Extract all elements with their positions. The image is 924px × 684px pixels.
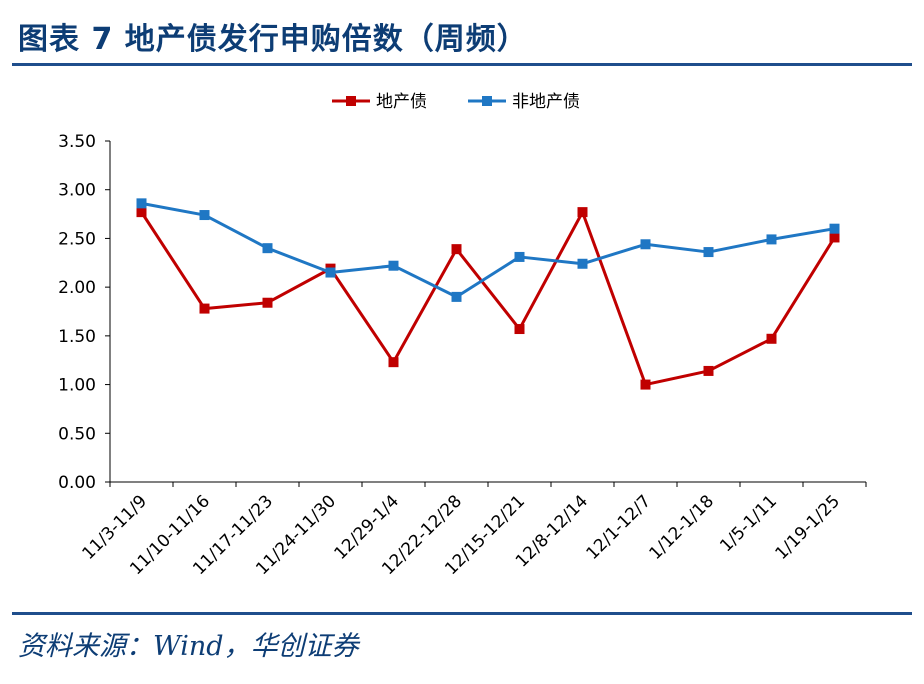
data-point-series-1 bbox=[829, 232, 840, 243]
series-line-1 bbox=[140, 210, 836, 387]
x-tick-label: 1/19-1/25 bbox=[772, 491, 844, 563]
data-point-series-1 bbox=[136, 207, 147, 218]
data-point-series-1 bbox=[199, 303, 210, 314]
data-point-series-2 bbox=[766, 234, 777, 245]
data-point-series-1 bbox=[451, 244, 462, 255]
y-tick-label: 2.50 bbox=[58, 229, 96, 249]
data-point-series-1 bbox=[766, 333, 777, 344]
legend-label-2: 非地产债 bbox=[512, 92, 580, 112]
y-tick-label: 3.50 bbox=[58, 132, 96, 152]
data-point-series-2 bbox=[577, 258, 588, 269]
data-point-series-2 bbox=[640, 239, 651, 250]
series-line-2 bbox=[141, 201, 835, 299]
y-tick-label: 1.50 bbox=[58, 327, 96, 347]
legend-marker-1 bbox=[346, 96, 356, 106]
y-tick-label: 2.00 bbox=[58, 278, 96, 298]
data-point-series-2 bbox=[514, 251, 525, 262]
y-tick-label: 3.00 bbox=[58, 181, 96, 201]
data-point-series-1 bbox=[262, 297, 273, 308]
axes: 0.000.501.001.502.002.503.003.5011/3-11/… bbox=[58, 132, 867, 579]
data-point-series-2 bbox=[325, 267, 336, 278]
y-tick-label: 0.00 bbox=[58, 473, 96, 493]
legend: 地产债 非地产债 bbox=[332, 92, 580, 112]
bottom-divider bbox=[12, 612, 912, 615]
data-point-series-2 bbox=[199, 210, 210, 221]
source-note: 资料来源：Wind，华创证券 bbox=[18, 631, 359, 662]
data-point-series-2 bbox=[451, 291, 462, 302]
figure-title: 图表 7 地产债发行申购倍数（周频） bbox=[18, 22, 528, 57]
legend-marker-2 bbox=[482, 96, 492, 106]
data-point-series-2 bbox=[703, 247, 714, 258]
x-tick-label: 1/5-1/11 bbox=[716, 491, 781, 556]
data-point-series-1 bbox=[514, 324, 525, 335]
data-point-series-1 bbox=[388, 357, 399, 368]
data-point-series-1 bbox=[703, 365, 714, 376]
data-point-series-2 bbox=[262, 243, 273, 254]
line-chart: 地产债 非地产债 0.00 0.50 1.00 1.50 2.00 2.50 3.00 3.50… bbox=[58, 92, 867, 579]
data-point-series-1 bbox=[640, 379, 651, 390]
data-point-series-1 bbox=[577, 207, 588, 218]
y-tick-label: 1.00 bbox=[58, 376, 96, 396]
series-group bbox=[136, 198, 840, 390]
y-tick-label: 0.50 bbox=[58, 424, 96, 444]
data-point-series-2 bbox=[136, 198, 147, 209]
data-point-series-2 bbox=[829, 223, 840, 234]
legend-label-1: 地产债 bbox=[376, 92, 427, 112]
x-tick-label: 1/12-1/18 bbox=[646, 491, 718, 563]
data-point-series-2 bbox=[388, 260, 399, 271]
top-divider bbox=[12, 63, 912, 66]
x-tick-label: 12/1-12/7 bbox=[583, 491, 655, 563]
